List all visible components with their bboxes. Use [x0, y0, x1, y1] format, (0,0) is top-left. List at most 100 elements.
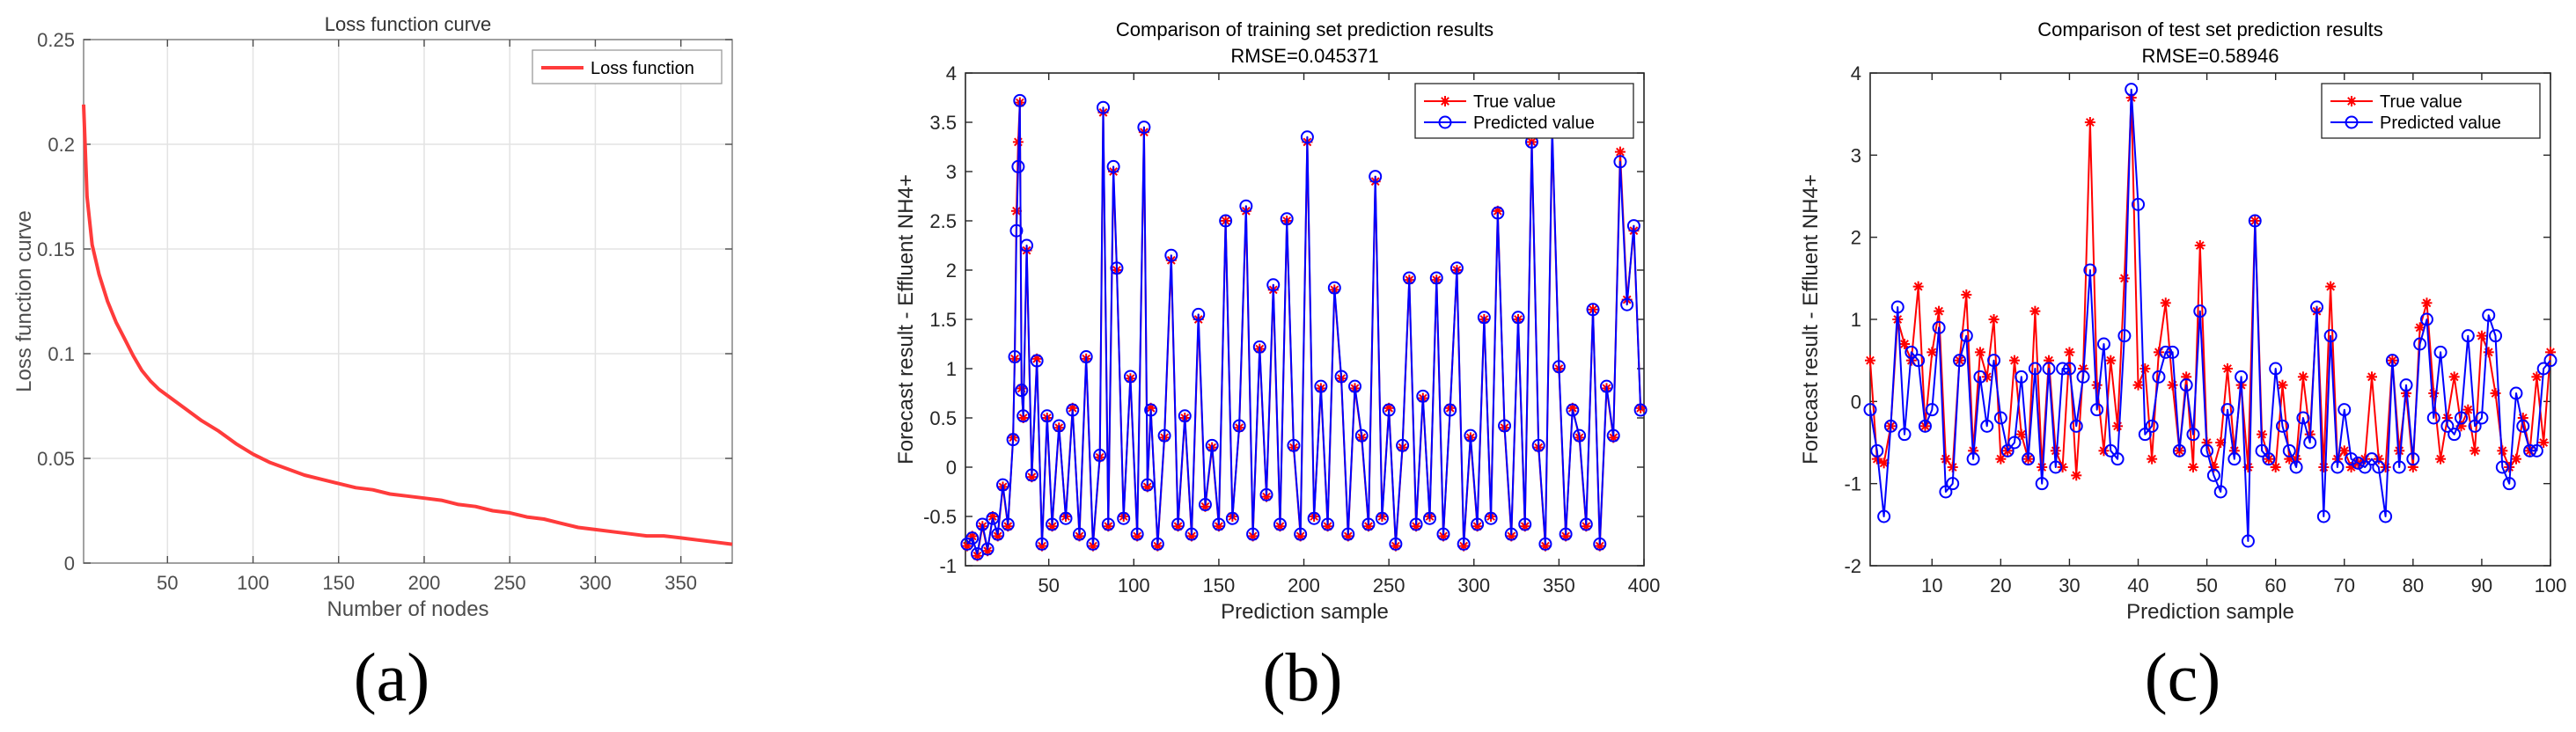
- chart-b-ytick-label: 0.5: [929, 407, 957, 429]
- chart-c-point-true: [1961, 289, 1972, 300]
- chart-a-ytick-label: 0.25: [37, 29, 75, 51]
- chart-b-point-predicted: [1504, 527, 1518, 541]
- chart-a-xtick-label: 300: [579, 572, 612, 594]
- chart-c-point-true: [2325, 281, 2337, 292]
- chart-c-xtick-label: 90: [2471, 575, 2492, 597]
- chart-b-point-predicted: [1110, 261, 1124, 275]
- chart-c-point-true: [2222, 363, 2234, 374]
- chart-b-point-predicted: [1198, 498, 1212, 512]
- chart-b-point-predicted: [1130, 527, 1144, 541]
- chart-c-asterisk-stroke: [1962, 290, 1971, 299]
- chart-b-ytick-label: 1: [946, 358, 957, 380]
- chart-c-point-predicted: [2365, 452, 2379, 466]
- chart-c-asterisk-stroke: [2278, 380, 2287, 390]
- chart-b-point-predicted: [1573, 428, 1587, 443]
- chart-b-point-predicted: [1300, 130, 1314, 144]
- chart-c-asterisk-stroke: [2415, 323, 2425, 333]
- chart-c-point-predicted: [2303, 436, 2317, 450]
- chart-c-xtick-label: 80: [2403, 575, 2424, 597]
- chart-c-xtick-label: 20: [1990, 575, 2011, 597]
- chart-c-point-predicted: [2152, 370, 2166, 384]
- panel-label-b: (b): [1262, 639, 1343, 715]
- chart-b-point-predicted: [1613, 155, 1627, 169]
- chart-c-legend-label: True value: [2380, 92, 2462, 112]
- chart-b-ytick-label: 0: [946, 457, 957, 479]
- chart-b-ytick-label: 3.5: [929, 112, 957, 134]
- chart-b-point-predicted: [1246, 527, 1260, 541]
- chart-b-subtitle: RMSE=0.045371: [1230, 45, 1378, 67]
- chart-b-xtick-label: 250: [1373, 575, 1405, 597]
- chart-c-point-predicted: [2110, 452, 2125, 466]
- chart-b-point-predicted: [1052, 419, 1066, 433]
- chart-c-point-predicted: [1918, 419, 1932, 433]
- chart-c-point-predicted: [2413, 337, 2427, 351]
- chart-c-xtick-label: 60: [2264, 575, 2286, 597]
- chart-c-asterisk-stroke: [2195, 241, 2205, 250]
- chart-c-point-predicted: [1897, 428, 1912, 442]
- chart-c-point-true: [1947, 462, 1958, 472]
- chart-b-point-predicted: [1477, 311, 1491, 325]
- chart-b-point-predicted: [1484, 511, 1498, 525]
- chart-c-point-predicted: [2316, 509, 2330, 523]
- chart-b-point-predicted: [1185, 527, 1199, 541]
- chart-b-legend-asterisk-stroke: [1441, 97, 1449, 106]
- chart-c-point-predicted: [2138, 428, 2152, 442]
- chart-c-point-predicted: [1966, 452, 1980, 466]
- chart-c-point-predicted: [2022, 452, 2036, 466]
- chart-b-legend-label: Predicted value: [1473, 113, 1595, 133]
- chart-c-point-predicted: [2536, 362, 2550, 376]
- chart-b-point-predicted: [1266, 278, 1281, 292]
- chart-c-point-true: [2194, 240, 2205, 251]
- chart-c-point-predicted: [2125, 83, 2139, 97]
- chart-c-point-true: [2132, 379, 2144, 391]
- chart-b-point-predicted: [1072, 527, 1086, 541]
- chart-c-legend-marker-circle: [2345, 115, 2359, 129]
- chart-b-xtick-label: 400: [1628, 575, 1661, 597]
- chart-c-point-predicted: [2379, 509, 2393, 523]
- chart-b-point-predicted: [1006, 433, 1020, 447]
- chart-c-asterisk-stroke: [2326, 282, 2336, 291]
- chart-c-point-predicted: [2200, 443, 2214, 458]
- chart-c-asterisk-stroke: [2037, 463, 2047, 472]
- chart-c-point-true: [2160, 297, 2171, 309]
- chart-b-point-predicted: [1016, 409, 1031, 423]
- chart-b-point-predicted: [1040, 409, 1054, 423]
- chart-a-xlabel: Number of nodes: [327, 597, 488, 621]
- chart-b-point-predicted: [1579, 517, 1593, 531]
- chart-c-point-true: [2139, 363, 2151, 374]
- chart-b-point-predicted: [1123, 370, 1137, 384]
- chart-b-point-predicted: [1205, 438, 1219, 452]
- chart-c-point-predicted: [2255, 443, 2269, 458]
- chart-b-xtick-label: 200: [1288, 575, 1320, 597]
- chart-c-point-predicted: [2220, 403, 2235, 417]
- chart-b-point-predicted: [1511, 311, 1525, 325]
- chart-c-point-predicted: [2529, 443, 2543, 458]
- chart-b-point-predicted: [1518, 517, 1532, 531]
- chart-c-point-true: [2084, 117, 2095, 128]
- chart-c-asterisk-stroke: [1941, 454, 1950, 464]
- chart-c-point-true: [2470, 445, 2481, 457]
- chart-c-asterisk-stroke: [1900, 340, 1909, 348]
- chart-c-point-predicted: [2076, 370, 2090, 384]
- chart-b-ytick-label: -0.5: [923, 506, 957, 528]
- chart-b-xtick-label: 150: [1203, 575, 1236, 597]
- chart-c-point-predicted: [2015, 370, 2029, 384]
- chart-c-point-true: [1988, 314, 2000, 325]
- chart-c-asterisk-stroke: [1948, 463, 1957, 472]
- chart-c-asterisk-stroke: [1996, 454, 2006, 464]
- chart-b-point-predicted: [1626, 219, 1640, 233]
- chart-c-asterisk-stroke: [2051, 446, 2060, 456]
- chart-b-point-predicted: [1389, 537, 1403, 551]
- chart-c-point-predicted: [2406, 452, 2420, 466]
- chart-c-asterisk-stroke: [2477, 331, 2486, 340]
- chart-c-ytick-label: 2: [1851, 227, 1861, 249]
- chart-c-asterisk-stroke: [2065, 348, 2074, 357]
- chart-c-asterisk-stroke: [2216, 438, 2226, 447]
- chart-c-xtick-label: 100: [2535, 575, 2567, 597]
- chart-b-point-predicted: [1307, 511, 1321, 525]
- chart-b-point-predicted: [1354, 428, 1369, 443]
- chart-c-point-true: [1865, 355, 1875, 366]
- chart-a-xtick-label: 350: [664, 572, 697, 594]
- chart-c-asterisk-stroke: [2470, 446, 2480, 456]
- chart-c-point-predicted: [1912, 354, 1926, 368]
